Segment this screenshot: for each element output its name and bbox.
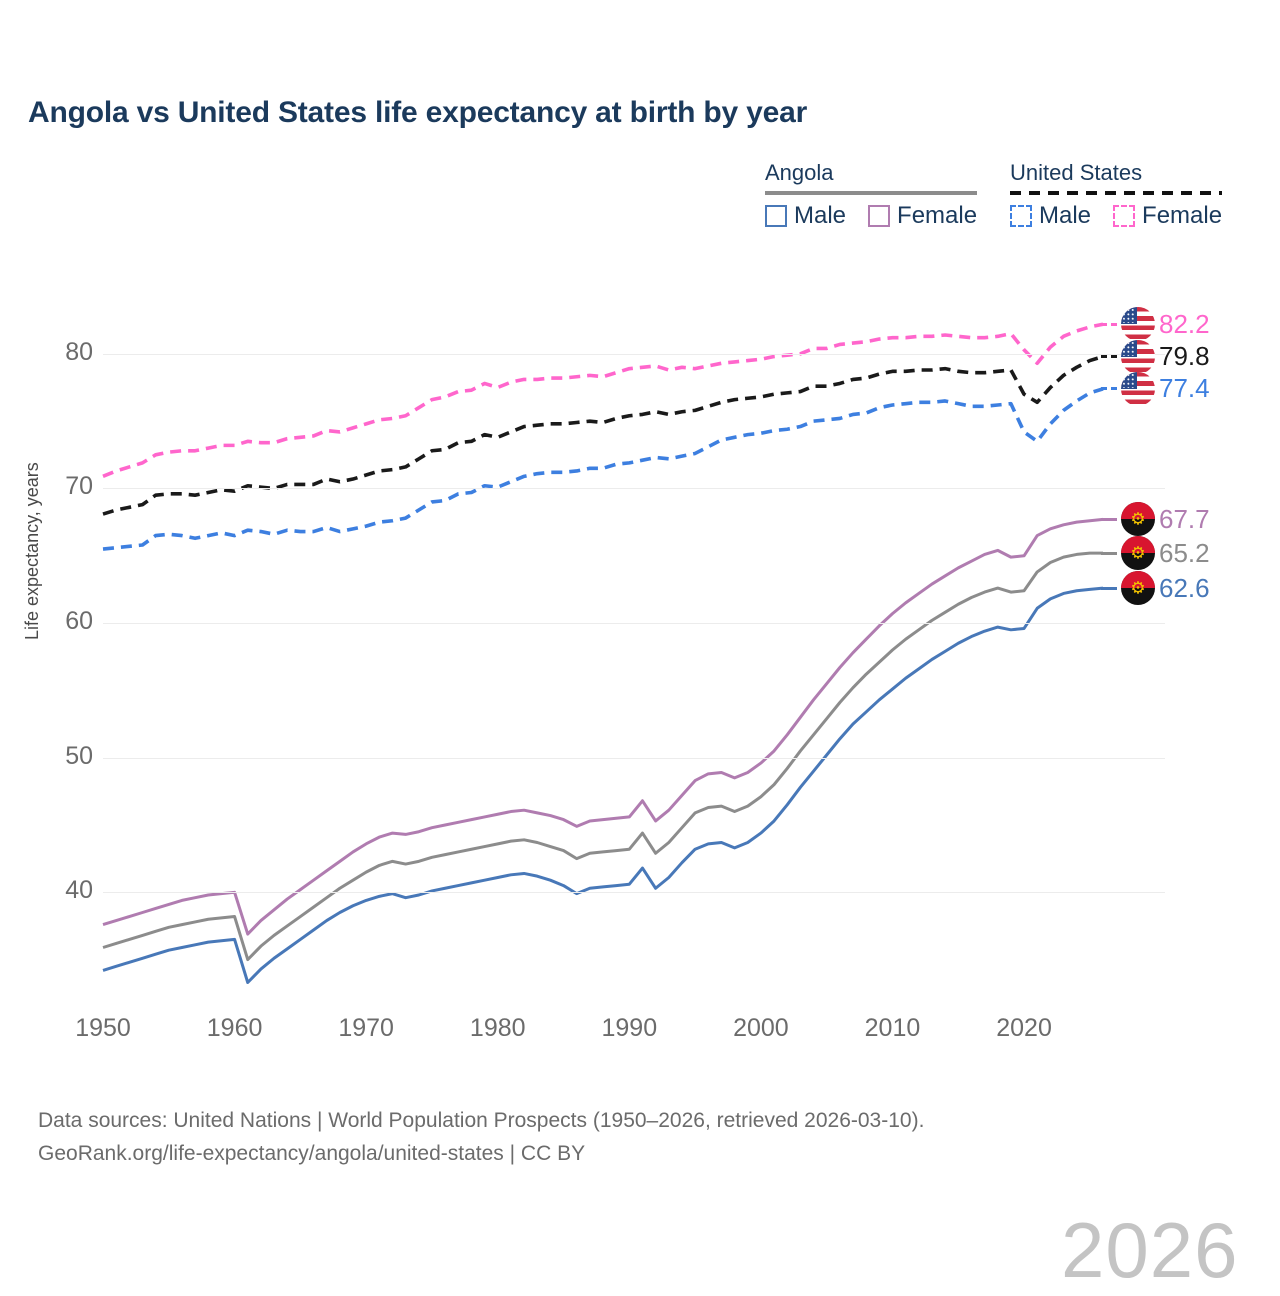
legend-rule-angola bbox=[765, 191, 978, 195]
legend-item-angola-female[interactable]: Female bbox=[868, 202, 977, 230]
y-tick-60: 60 bbox=[65, 607, 93, 636]
x-tick-1950: 1950 bbox=[75, 1014, 131, 1042]
chart-legend: Angola Male Female United States Male bbox=[760, 160, 1260, 240]
x-tick-1980: 1980 bbox=[469, 1014, 526, 1042]
legend-label-us-male: Male bbox=[1039, 202, 1092, 229]
legend-rule-united-states bbox=[1010, 191, 1223, 195]
plot-area: 2026 40 50 60 70 80 1950 1960 1970 1980 1990 2000 2… bbox=[65, 300, 1238, 1294]
flag-icon-united-states bbox=[1121, 371, 1155, 406]
series-line-angola-total bbox=[102, 551, 1103, 962]
x-tick-2000: 2000 bbox=[733, 1014, 789, 1042]
legend-item-angola-male[interactable]: Male bbox=[765, 202, 846, 230]
x-tick-2010: 2010 bbox=[864, 1014, 921, 1042]
footer-line-1: Data sources: United Nations | World Pop… bbox=[38, 1109, 925, 1132]
legend-item-us-female[interactable]: Female bbox=[1113, 202, 1222, 230]
end-label-connector bbox=[1101, 586, 1117, 590]
end-label-connector bbox=[1101, 517, 1117, 521]
legend-label-angola-female: Female bbox=[897, 202, 978, 229]
flag-icon-angola: ⚙ bbox=[1121, 536, 1155, 571]
end-label-value: 79.8 bbox=[1159, 341, 1210, 372]
end-label-connector bbox=[1101, 355, 1117, 359]
gridline-y-60 bbox=[103, 623, 1165, 625]
legend-label-angola-male: Male bbox=[794, 202, 847, 229]
end-label-angola-total[interactable]: ⚙ 65.2 bbox=[1101, 536, 1210, 571]
legend-group-angola: Angola Male Female bbox=[765, 160, 978, 230]
end-label-connector bbox=[1101, 322, 1117, 326]
legend-country-angola: Angola bbox=[765, 160, 834, 185]
end-label-angola-female[interactable]: ⚙ 67.7 bbox=[1101, 502, 1210, 537]
end-label-angola-male[interactable]: ⚙ 62.6 bbox=[1101, 571, 1210, 606]
flag-icon-angola: ⚙ bbox=[1121, 571, 1155, 606]
legend-label-us-female: Female bbox=[1142, 202, 1223, 229]
series-line-angola-male bbox=[102, 586, 1104, 984]
series-line-united-states-male bbox=[102, 387, 1104, 551]
end-label-united-states-total[interactable]: 79.8 bbox=[1101, 339, 1210, 374]
legend-swatch-icon-angola-female bbox=[868, 205, 891, 227]
y-tick-40: 40 bbox=[65, 876, 93, 905]
series-line-angola-female bbox=[102, 517, 1104, 936]
y-tick-50: 50 bbox=[65, 741, 93, 770]
x-tick-2020: 2020 bbox=[996, 1014, 1052, 1042]
end-label-value: 77.4 bbox=[1159, 373, 1210, 404]
end-label-united-states-female[interactable]: 82.2 bbox=[1101, 307, 1210, 342]
y-tick-70: 70 bbox=[65, 472, 93, 501]
y-tick-80: 80 bbox=[65, 337, 93, 366]
gridline-y-50 bbox=[103, 757, 1165, 759]
series-line-united-states-total bbox=[102, 354, 1104, 516]
x-tick-1960: 1960 bbox=[206, 1014, 263, 1042]
end-label-value: 82.2 bbox=[1159, 308, 1210, 339]
end-label-united-states-male[interactable]: 77.4 bbox=[1101, 371, 1210, 406]
end-label-connector bbox=[1101, 387, 1117, 391]
x-tick-1970: 1970 bbox=[338, 1014, 394, 1042]
legend-swatch-icon-angola-male bbox=[765, 205, 787, 227]
series-line-united-states-female bbox=[102, 322, 1104, 479]
legend-country-united-states: United States bbox=[1010, 160, 1143, 185]
flag-icon-united-states bbox=[1121, 307, 1155, 342]
end-label-value: 62.6 bbox=[1159, 572, 1210, 603]
end-label-value: 67.7 bbox=[1159, 503, 1210, 534]
x-tick-1990: 1990 bbox=[601, 1014, 658, 1042]
legend-swatch-icon-us-male bbox=[1010, 205, 1032, 227]
footer-line-2: GeoRank.org/life-expectancy/angola/unite… bbox=[38, 1141, 586, 1165]
gridline-y-70 bbox=[103, 488, 1165, 490]
series-lines bbox=[102, 322, 1104, 984]
gridline-y-40 bbox=[103, 892, 1165, 894]
flag-icon-united-states bbox=[1121, 339, 1155, 374]
flag-icon-angola: ⚙ bbox=[1121, 502, 1155, 537]
footer-credits: Data sources: United Nations | World Pop… bbox=[38, 1105, 924, 1170]
legend-item-us-male[interactable]: Male bbox=[1010, 202, 1091, 230]
legend-group-united-states: United States Male Female bbox=[1010, 160, 1223, 230]
gridline-y-80 bbox=[103, 353, 1165, 355]
legend-swatch-icon-us-female bbox=[1113, 205, 1136, 227]
page-title: Angola vs United States life expectancy … bbox=[28, 96, 808, 129]
end-label-value: 65.2 bbox=[1159, 537, 1210, 568]
end-label-connector bbox=[1101, 551, 1117, 555]
year-watermark: 2026 bbox=[1061, 1206, 1239, 1294]
